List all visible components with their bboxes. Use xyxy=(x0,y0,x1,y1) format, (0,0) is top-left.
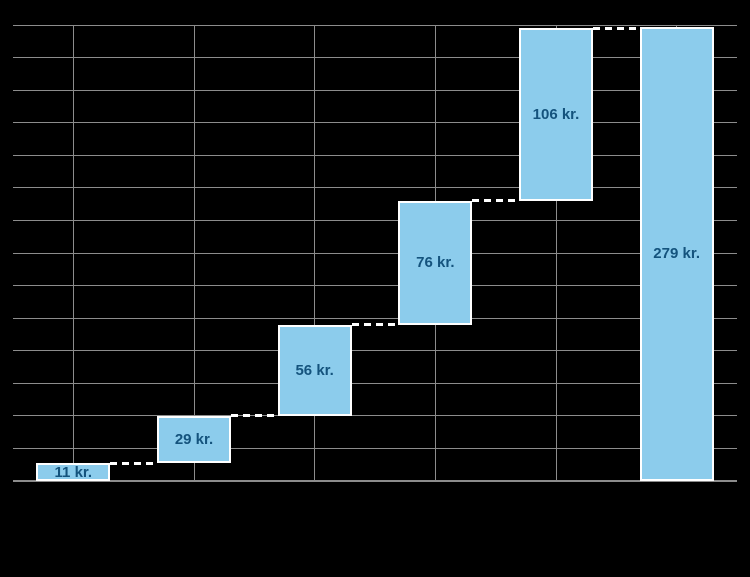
waterfall-bar: 29 kr. xyxy=(157,415,231,464)
bar-value-label: 279 kr. xyxy=(653,245,701,263)
connector-line xyxy=(593,26,640,30)
h-gridline xyxy=(13,350,737,352)
connector-line xyxy=(472,199,519,203)
h-gridline xyxy=(13,57,737,59)
h-gridline xyxy=(13,122,737,124)
waterfall-bar: 11 kr. xyxy=(36,463,111,481)
h-gridline xyxy=(13,154,737,156)
v-gridline xyxy=(193,25,195,481)
v-gridline xyxy=(72,25,74,481)
waterfall-bar: 76 kr. xyxy=(398,200,473,325)
waterfall-bar: 56 kr. xyxy=(277,324,352,416)
h-gridline xyxy=(13,219,737,221)
bar-value-label: 29 kr. xyxy=(174,430,214,448)
connector-line xyxy=(231,414,278,418)
connector-line xyxy=(110,461,157,465)
bar-value-label: 56 kr. xyxy=(295,361,334,379)
connector-line xyxy=(351,323,399,327)
waterfall-total-bar: 279 kr. xyxy=(639,26,714,481)
h-gridline xyxy=(13,382,737,384)
h-gridline xyxy=(13,285,737,287)
h-gridline xyxy=(13,89,737,91)
plot-area: 11 kr. 29 kr. 56 kr. 76 kr. 106 kr. 279 kr. xyxy=(13,24,737,482)
bar-value-label: 11 kr. xyxy=(54,463,93,481)
bar-value-label: 76 kr. xyxy=(416,254,455,272)
x-axis-line xyxy=(13,480,737,482)
waterfall-bar: 106 kr. xyxy=(519,28,593,201)
v-gridline xyxy=(555,25,557,481)
h-gridline xyxy=(13,447,737,449)
h-gridline xyxy=(13,24,737,26)
h-gridline xyxy=(13,415,737,417)
h-gridline xyxy=(13,317,737,319)
bar-value-label: 106 kr. xyxy=(532,106,580,124)
h-gridline xyxy=(13,252,737,254)
h-gridline xyxy=(13,187,737,189)
v-gridline xyxy=(314,25,316,481)
